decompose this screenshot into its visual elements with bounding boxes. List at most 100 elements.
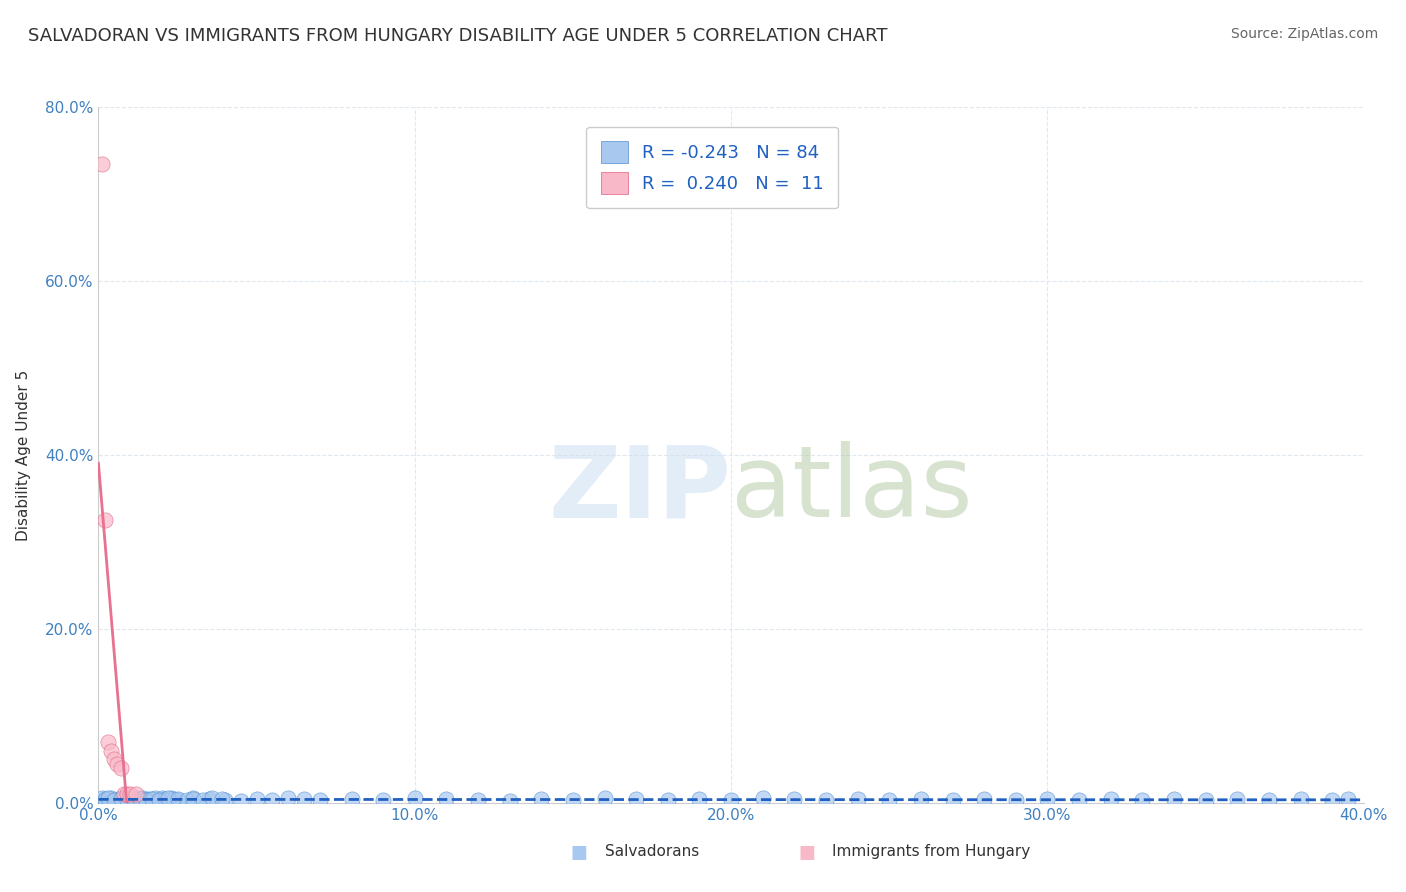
Text: ZIP: ZIP [548,442,731,538]
Point [135,793,157,807]
Point [191,793,214,807]
Point [138,792,160,806]
Text: Source: ZipAtlas.com: Source: ZipAtlas.com [1230,27,1378,41]
Point [125,787,148,801]
Point [198,792,221,806]
Point [110,792,132,806]
Point [657,793,679,807]
Point [688,792,710,806]
Y-axis label: Disability Age Under 5: Disability Age Under 5 [17,369,31,541]
Point [145,791,166,805]
Point [157,793,180,807]
Legend: R = -0.243   N = 84, R =  0.240   N =  11: R = -0.243 N = 84, R = 0.240 N = 11 [586,127,838,209]
Point [436,792,458,806]
Point [1226,792,1249,806]
Point [103,752,125,766]
Point [292,792,315,806]
Point [183,792,205,806]
Point [122,792,145,806]
Point [783,792,806,806]
Point [141,792,163,806]
Point [183,791,205,805]
Point [1257,793,1279,807]
Point [229,794,252,808]
Point [120,790,141,805]
Point [135,793,157,807]
Point [166,792,188,806]
Point [120,787,141,801]
Point [277,791,299,805]
Point [100,790,122,805]
Point [103,793,125,807]
Point [157,791,180,805]
Point [498,794,520,808]
Point [150,790,173,805]
Point [1163,792,1185,806]
Point [122,791,145,805]
Point [103,793,125,807]
Point [877,793,900,807]
Point [720,793,742,807]
Point [1337,792,1360,806]
Point [148,793,170,807]
Point [148,793,170,807]
Point [211,792,233,806]
Point [128,791,150,805]
Point [593,791,616,805]
Point [97,791,120,805]
Point [1004,793,1026,807]
Point [371,793,394,807]
Point [163,792,186,806]
Point [262,793,284,807]
Point [153,792,176,806]
Point [107,794,129,808]
Point [910,792,932,806]
Point [115,793,138,807]
Point [128,792,150,806]
Text: Salvadorans: Salvadorans [605,844,699,859]
Point [814,793,837,807]
Point [624,792,647,806]
Point [1036,792,1059,806]
Point [141,794,163,808]
Point [110,761,132,775]
Point [132,790,155,805]
Point [110,791,132,805]
Point [530,792,553,806]
Point [1130,793,1153,807]
Point [93,793,117,807]
Point [404,791,426,805]
Point [176,793,198,807]
Text: ▪: ▪ [569,838,589,865]
Point [1099,792,1122,806]
Point [942,793,965,807]
Point [112,792,135,806]
Point [751,791,773,805]
Point [90,156,112,170]
Point [97,735,120,749]
Point [100,744,122,758]
Text: atlas: atlas [731,442,973,538]
Point [93,792,117,806]
Point [166,793,188,807]
Point [125,793,148,807]
Point [340,792,363,806]
Text: ▪: ▪ [797,838,817,865]
Point [246,792,269,806]
Point [973,792,995,806]
Point [309,793,332,807]
Text: Immigrants from Hungary: Immigrants from Hungary [832,844,1031,859]
Text: SALVADORAN VS IMMIGRANTS FROM HUNGARY DISABILITY AGE UNDER 5 CORRELATION CHART: SALVADORAN VS IMMIGRANTS FROM HUNGARY DI… [28,27,887,45]
Point [1067,793,1090,807]
Point [846,792,869,806]
Point [561,793,585,807]
Point [1194,793,1216,807]
Point [90,791,112,805]
Point [1289,792,1312,806]
Point [115,793,138,807]
Point [97,792,120,806]
Point [214,793,236,807]
Point [107,756,129,771]
Point [160,791,183,805]
Point [1322,793,1344,807]
